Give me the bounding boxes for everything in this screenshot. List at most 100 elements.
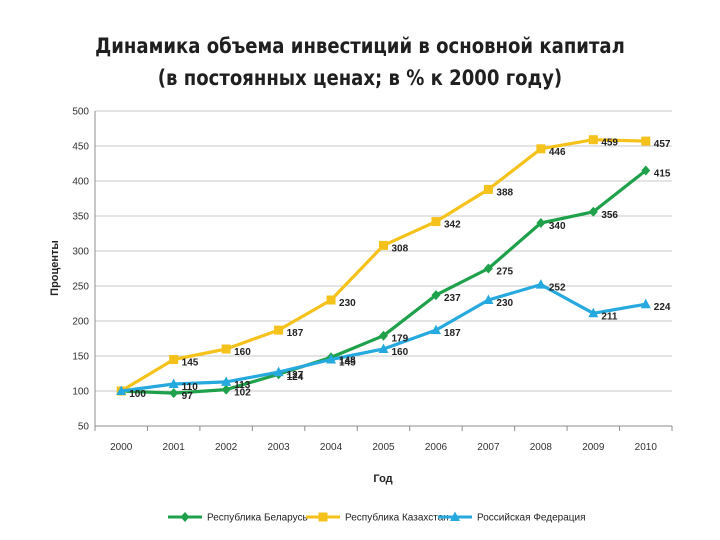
data-label-kazakhstan: 342 [444, 220, 461, 231]
data-label-russia: 145 [339, 358, 356, 369]
point-kazakhstan [274, 325, 284, 335]
data-label-belarus: 148 [339, 355, 356, 366]
y-tick-label: 500 [72, 107, 89, 118]
data-label-kazakhstan: 160 [234, 347, 251, 358]
x-tick-label: 2007 [477, 442, 500, 453]
data-label-russia: 211 [601, 311, 618, 322]
chart-title: Динамика объема инвестиций в основной ка… [50, 30, 669, 94]
series-line-kazakhstan [120, 138, 646, 393]
legend-label: Республика Казахстан [345, 512, 449, 524]
point-belarus [641, 165, 651, 176]
point-belarus [379, 330, 388, 341]
y-tick-label: 50 [78, 422, 90, 433]
x-tick-label: 2003 [267, 442, 290, 453]
legend: Республика Беларусь Республика Казахстан Р… [168, 511, 586, 524]
data-label-belarus: 97 [182, 391, 194, 402]
data-label-kazakhstan: 145 [182, 358, 199, 369]
point-belarus [536, 218, 546, 228]
data-label-russia: 100 [129, 389, 146, 400]
legend-marker [450, 511, 460, 521]
data-label-russia: 127 [287, 370, 304, 381]
point-russia [535, 279, 546, 289]
data-label-russia: 110 [182, 382, 199, 393]
data-label-belarus: 275 [496, 267, 513, 278]
x-axis-title: Год [373, 473, 392, 485]
point-russia [116, 385, 127, 395]
legend-item: Российская Федерация [438, 511, 586, 524]
data-label-kazakhstan: 388 [496, 187, 513, 198]
point-russia [640, 298, 651, 309]
legend-item: Республика Казахстан [306, 512, 449, 524]
x-tick-label: 2006 [425, 442, 448, 453]
data-label-kazakhstan: 459 [601, 138, 618, 149]
point-russia [378, 343, 389, 353]
chart-title-line-2: (в постоянных ценах; в % к 2000 году) [157, 66, 563, 90]
x-tick-label: 2001 [163, 442, 186, 453]
data-label-russia: 252 [549, 283, 566, 294]
data-label-russia: 224 [654, 302, 671, 313]
data-label-kazakhstan: 457 [654, 139, 671, 150]
point-belarus [221, 384, 231, 395]
data-label-belarus: 102 [234, 388, 251, 399]
x-tick-label: 2010 [635, 442, 658, 453]
y-tick-label: 450 [72, 142, 89, 153]
gridlines [95, 110, 672, 427]
point-russia [588, 307, 599, 318]
y-tick-label: 100 [72, 387, 89, 398]
point-belarus [483, 263, 493, 274]
data-label-kazakhstan: 446 [549, 147, 566, 158]
series-line-belarus [121, 169, 647, 395]
point-russia [483, 294, 494, 304]
data-label-kazakhstan: 230 [339, 298, 356, 309]
data-label-russia: 113 [234, 380, 251, 391]
point-kazakhstan [536, 144, 546, 154]
point-kazakhstan [379, 240, 388, 250]
point-kazakhstan [588, 135, 598, 145]
legend-label: Российская Федерация [477, 513, 586, 524]
x-tick-label: 2008 [530, 442, 553, 453]
x-tick-label: 2004 [320, 442, 343, 453]
legend-label: Республика Беларусь [207, 512, 308, 524]
x-tick-label: 2009 [582, 442, 605, 453]
y-tick-label: 300 [72, 247, 89, 258]
y-tick-label: 350 [72, 212, 89, 223]
series [116, 135, 651, 399]
chart-title-line-1: Динамика объема инвестиций в основной ка… [95, 34, 625, 58]
point-russia [430, 324, 441, 335]
data-label-belarus: 415 [654, 169, 671, 180]
point-kazakhstan [641, 136, 651, 146]
point-kazakhstan [326, 295, 336, 305]
x-tick-label: 2002 [215, 442, 238, 453]
data-label-belarus: 356 [601, 210, 618, 221]
point-russia [326, 354, 337, 364]
data-label-russia: 160 [392, 347, 409, 358]
data-labels: 97 102 124 148 179 237 275 340 356 415 145 160 187 23… [129, 138, 671, 402]
data-label-russia: 230 [496, 298, 513, 309]
point-belarus [431, 290, 441, 301]
legend-marker [318, 512, 328, 522]
y-tick-label: 200 [72, 317, 89, 328]
point-russia [168, 378, 179, 388]
data-label-russia: 187 [444, 328, 461, 339]
data-label-belarus: 124 [287, 372, 304, 383]
x-tick-label: 2000 [110, 442, 133, 453]
data-label-kazakhstan: 308 [392, 243, 409, 254]
legend-item: Республика Беларусь [168, 512, 308, 524]
y-tick-label: 150 [72, 352, 89, 363]
point-belarus [169, 388, 179, 399]
data-label-belarus: 340 [549, 221, 566, 232]
point-russia [221, 376, 232, 386]
point-russia [273, 366, 284, 377]
y-tick-label: 250 [72, 282, 89, 293]
point-belarus [588, 206, 598, 217]
x-tick-label: 2005 [372, 442, 395, 453]
point-kazakhstan [431, 217, 441, 227]
point-kazakhstan [169, 355, 179, 364]
y-axis-title: Проценты [49, 240, 61, 296]
y-tick-label: 400 [72, 177, 89, 188]
data-label-belarus: 237 [444, 293, 461, 304]
data-label-belarus: 179 [392, 334, 409, 345]
point-kazakhstan [221, 344, 231, 354]
data-label-kazakhstan: 187 [287, 328, 304, 339]
